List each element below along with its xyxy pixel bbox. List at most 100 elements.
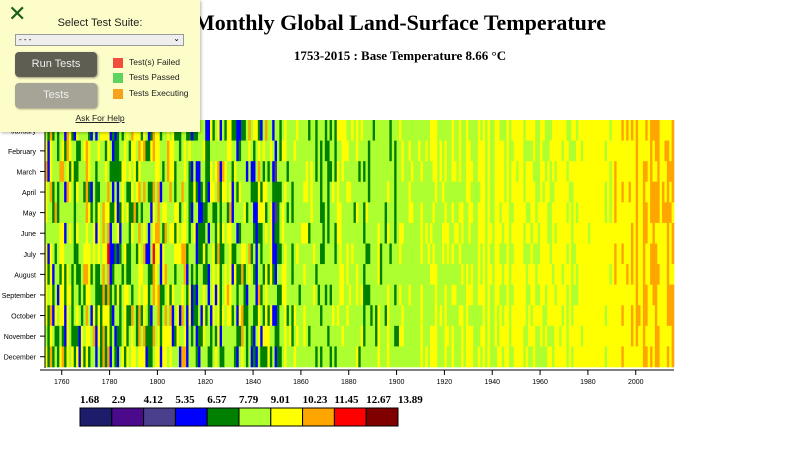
heatmap-cell [214, 346, 218, 368]
heatmap-cell [410, 325, 414, 347]
heatmap-cell [238, 202, 242, 224]
heatmap-cell [446, 140, 450, 162]
heatmap-cell [523, 305, 527, 327]
heatmap-cell [250, 222, 254, 244]
heatmap-cell [114, 243, 118, 265]
heatmap-cell [54, 222, 58, 244]
ask-for-help-link[interactable]: Ask For Help [75, 113, 125, 123]
heatmap-cell [461, 222, 464, 244]
heatmap-cell [243, 181, 247, 203]
heatmap-cell [365, 181, 369, 203]
heatmap-cell [595, 284, 598, 306]
heatmap-cell [442, 140, 445, 162]
heatmap-cell [339, 120, 342, 141]
heatmap-cell [100, 305, 103, 327]
heatmap-cell [650, 264, 653, 285]
heatmap-cell [523, 202, 527, 224]
heatmap-cell [322, 284, 326, 306]
heatmap-cell [563, 202, 567, 224]
close-icon[interactable]: ✕ [8, 2, 27, 27]
heatmap-cell [664, 346, 668, 368]
heatmap-cell [305, 305, 309, 327]
heatmap-cell [171, 305, 175, 327]
heatmap-cell [322, 161, 326, 183]
heatmap-cell [480, 346, 483, 368]
heatmap-cell [568, 202, 572, 224]
heatmap-cell [241, 202, 244, 224]
heatmap-cell [360, 202, 364, 224]
heatmap-cell [231, 120, 235, 141]
heatmap-cell [573, 284, 577, 306]
heatmap-cell [427, 305, 431, 327]
heatmap-cell [355, 140, 359, 162]
heatmap-cell [78, 222, 82, 244]
heatmap-cell [537, 120, 541, 141]
heatmap-cell [377, 346, 381, 368]
heatmap-cell [284, 161, 287, 183]
heatmap-cell [422, 161, 426, 183]
heatmap-cell [578, 161, 582, 183]
heatmap-cell [210, 202, 213, 224]
heatmap-cell [329, 305, 333, 327]
heatmap-cell [547, 202, 550, 224]
heatmap-cell [85, 161, 89, 183]
heatmap-cell [650, 346, 653, 368]
heatmap-cell [554, 305, 558, 327]
heatmap-cell [618, 346, 622, 368]
x-tick-label: 1780 [102, 379, 118, 386]
heatmap-cell [241, 181, 244, 203]
heatmap-cell [508, 243, 512, 265]
heatmap-cell [308, 120, 311, 141]
heatmap-cell [315, 222, 318, 244]
heatmap-cell [365, 305, 369, 327]
run-tests-button[interactable]: Run Tests [15, 52, 97, 77]
heatmap-cell [150, 161, 153, 183]
heatmap-cell [647, 346, 651, 368]
heatmap-cell [497, 222, 500, 244]
heatmap-cell [202, 202, 206, 224]
heatmap-cell [442, 284, 445, 306]
heatmap-cell [267, 120, 271, 141]
heatmap-cell [54, 161, 58, 183]
heatmap-cell [355, 161, 359, 183]
heatmap-cell [394, 181, 397, 203]
heatmap-cell [669, 325, 672, 347]
heatmap-cell [178, 264, 182, 285]
heatmap-cell [475, 346, 479, 368]
heatmap-cell [104, 140, 108, 162]
heatmap-cell [446, 284, 450, 306]
heatmap-cell [372, 202, 376, 224]
heatmap-cell [549, 346, 553, 368]
heatmap-cell [315, 346, 318, 368]
heatmap-cell [492, 243, 495, 265]
heatmap-cell [607, 346, 610, 368]
heatmap-cell [83, 243, 86, 265]
heatmap-cell [315, 202, 318, 224]
tests-button[interactable]: Tests [15, 83, 97, 108]
heatmap-cell [487, 140, 491, 162]
heatmap-cell [281, 202, 285, 224]
heatmap-cell [334, 325, 338, 347]
heatmap-cell [202, 346, 206, 368]
heatmap-cell [334, 222, 338, 244]
heatmap-cell [415, 161, 419, 183]
heatmap-cell [265, 181, 268, 203]
heatmap-cell [253, 222, 256, 244]
heatmap-cell [276, 325, 280, 347]
heatmap-cell [171, 325, 175, 347]
heatmap-cell [329, 140, 333, 162]
heatmap-cell [537, 181, 541, 203]
heatmap-cell [382, 202, 385, 224]
heatmap-cell [379, 202, 383, 224]
heatmap-cell [123, 346, 127, 368]
heatmap-cell [587, 222, 591, 244]
heatmap-cell [358, 284, 361, 306]
heatmap-cell [284, 222, 287, 244]
heatmap-cell [224, 284, 228, 306]
heatmap-cell [556, 325, 560, 347]
heatmap-cell [346, 120, 350, 141]
heatmap-cell [121, 243, 125, 265]
test-suite-select[interactable]: - - - ⌄ [15, 34, 184, 46]
heatmap-cell [520, 264, 524, 285]
heatmap-cell [80, 161, 84, 183]
